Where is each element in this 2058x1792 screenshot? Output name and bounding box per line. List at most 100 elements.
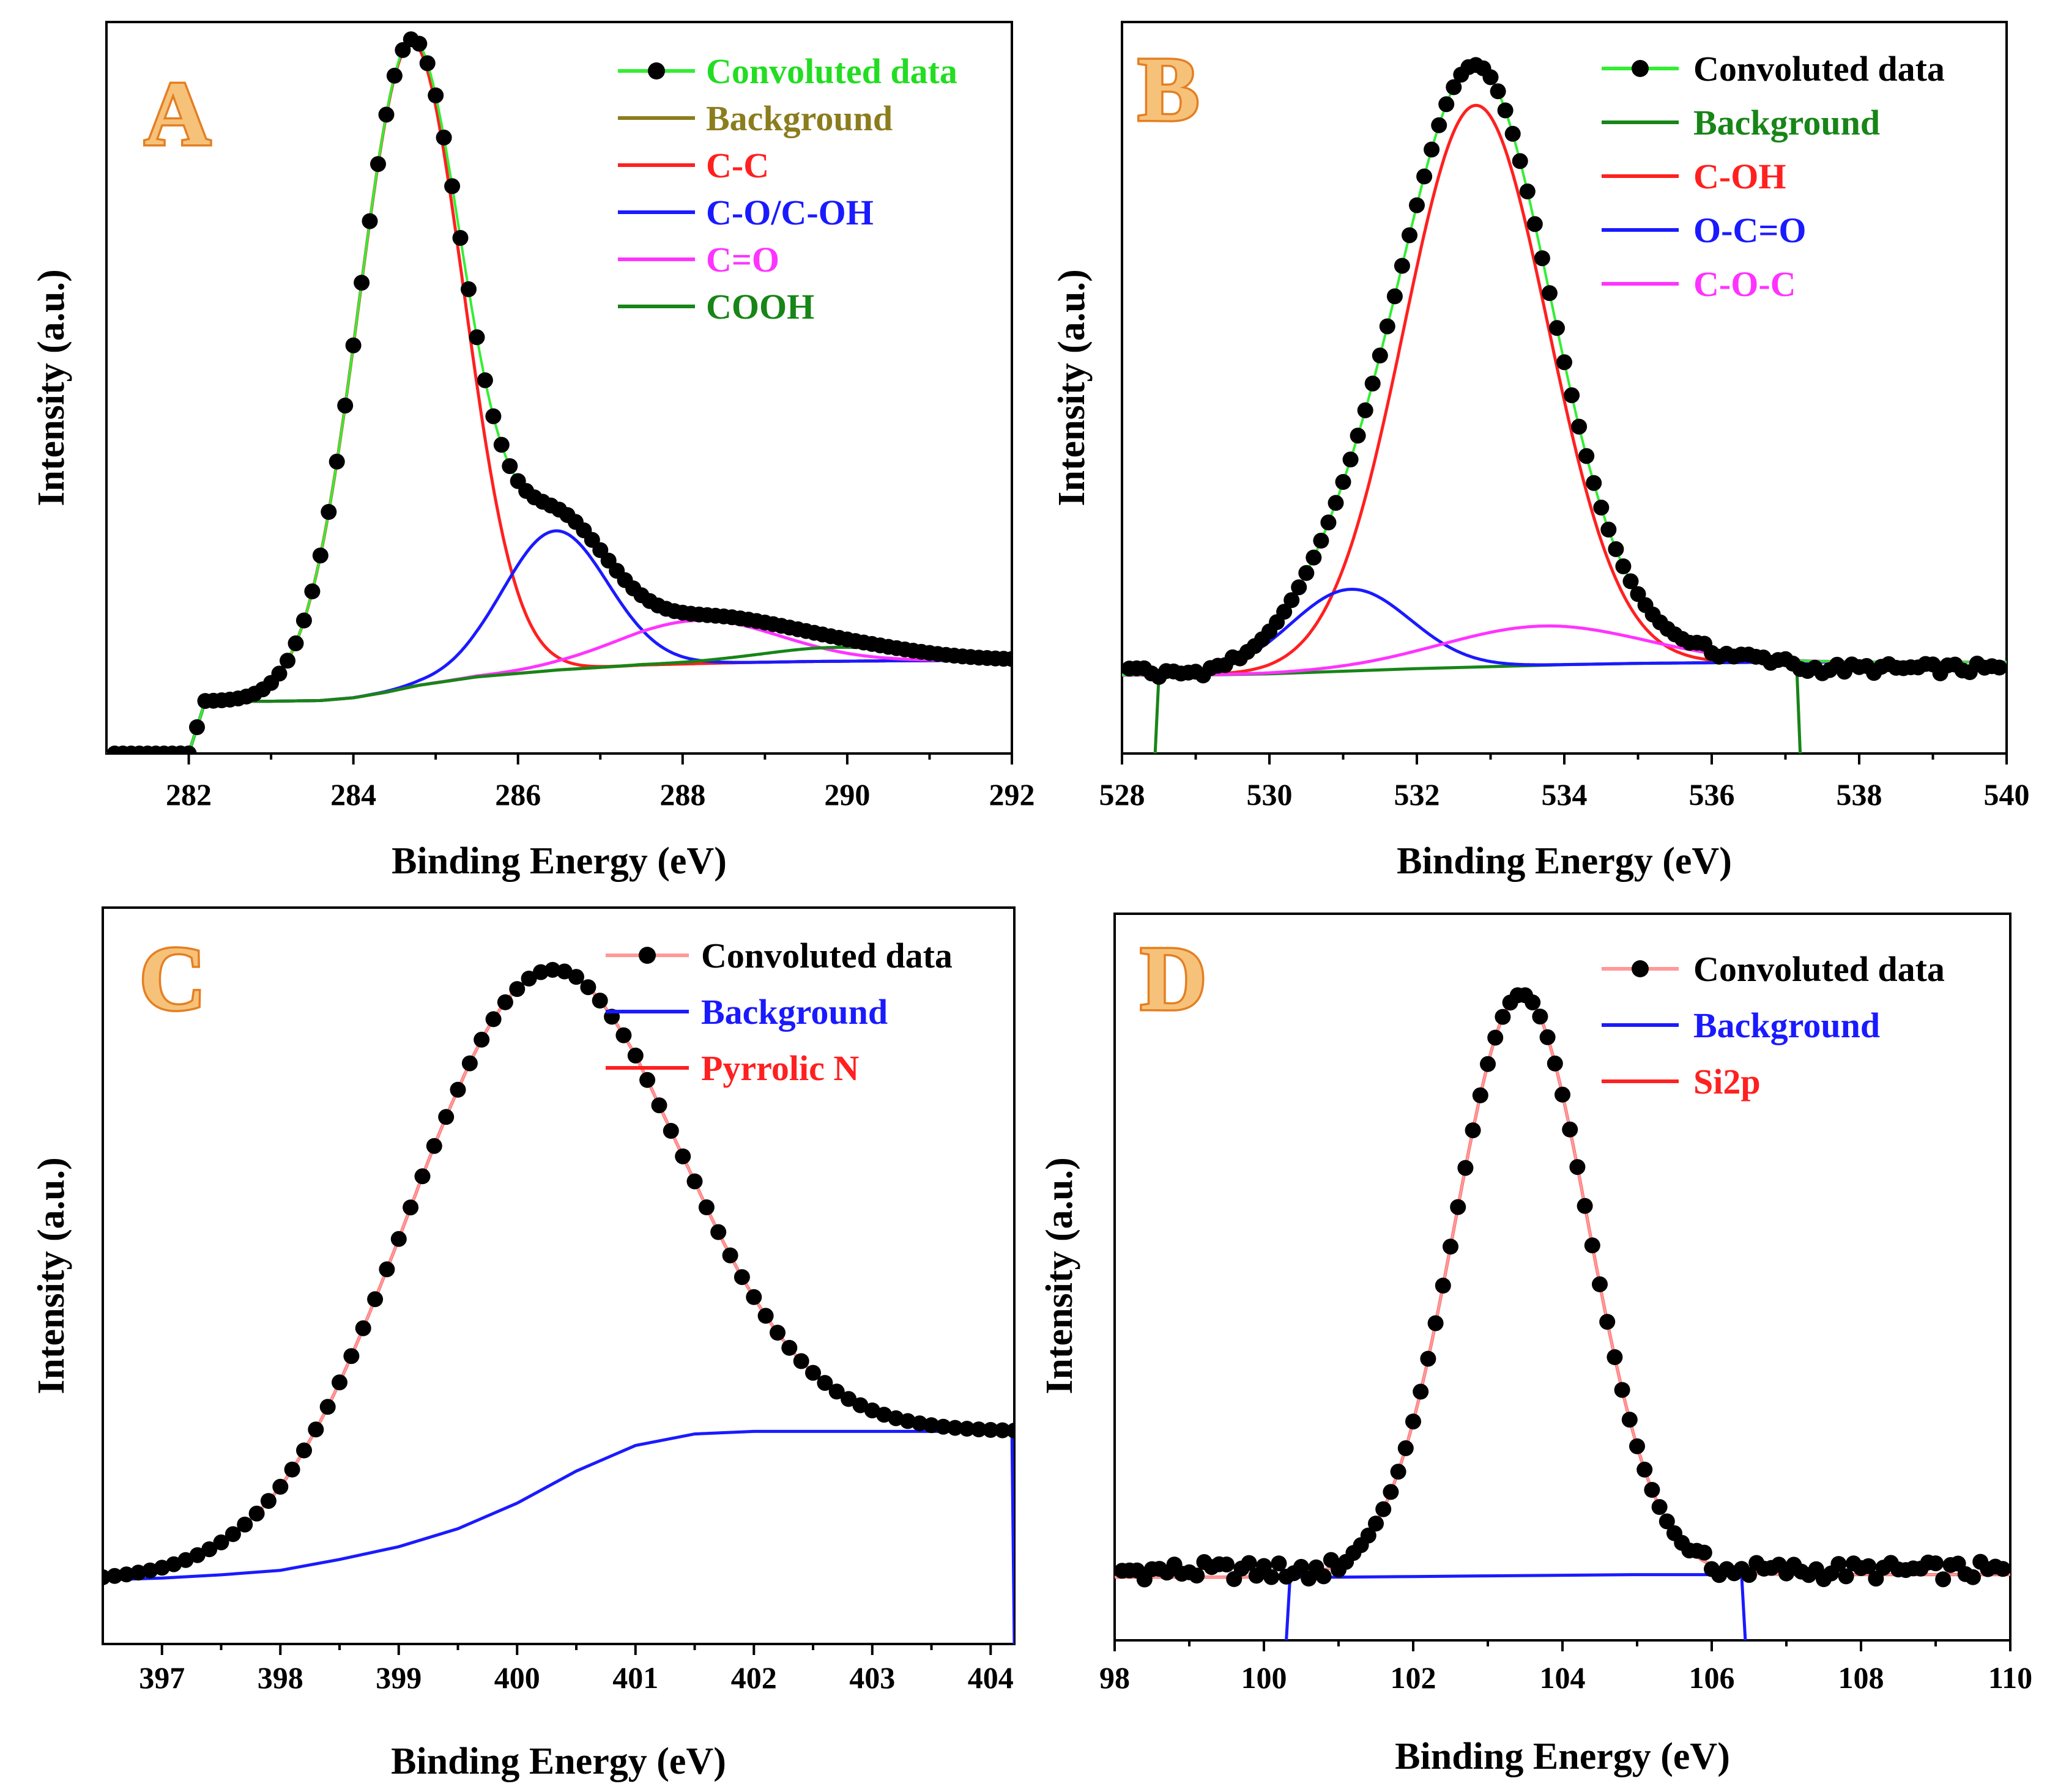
data-point xyxy=(1390,1464,1406,1480)
data-point xyxy=(651,1097,667,1114)
data-point xyxy=(1696,1544,1712,1561)
data-point xyxy=(474,1031,490,1048)
data-point xyxy=(1487,1029,1504,1046)
data-point xyxy=(899,1413,916,1429)
data-point xyxy=(1621,1412,1638,1428)
panel-b-label: B xyxy=(1138,39,1199,140)
data-point xyxy=(1512,153,1528,169)
data-point xyxy=(130,1564,147,1581)
data-point xyxy=(817,1375,833,1391)
background-line xyxy=(1285,1573,1747,1640)
panel-a: 282 284 286 288 290 292 Convoluted data Backgro… xyxy=(31,21,1035,882)
x-tick-label: 534 xyxy=(1542,777,1588,812)
x-tick-label: 401 xyxy=(612,1661,658,1695)
data-point xyxy=(319,1399,336,1415)
data-point xyxy=(1539,1029,1556,1045)
data-point xyxy=(1586,475,1602,491)
data-point xyxy=(411,35,428,52)
data-point xyxy=(485,1011,502,1027)
legend-label: C-OH xyxy=(1693,157,1786,196)
data-point xyxy=(362,213,378,229)
data-point xyxy=(675,1148,691,1164)
data-point xyxy=(509,981,526,998)
data-point xyxy=(1644,1482,1660,1498)
x-tick-label: 284 xyxy=(330,777,376,812)
data-point xyxy=(994,1422,1011,1438)
data-point xyxy=(1615,558,1632,574)
legend-label: C-O/C-OH xyxy=(706,193,874,232)
data-point xyxy=(1375,1501,1392,1517)
panel-c: 397 398 399 400 401 402 403 404 Convoluted data B… xyxy=(31,906,1016,1782)
data-point xyxy=(1413,1383,1429,1400)
data-point xyxy=(1607,1349,1623,1365)
data-point xyxy=(852,1397,869,1413)
x-tick-label: 397 xyxy=(139,1661,185,1695)
data-point xyxy=(308,1421,324,1438)
data-point xyxy=(1935,1571,1952,1588)
data-point xyxy=(1965,1569,1981,1585)
data-point xyxy=(935,1418,951,1435)
data-point xyxy=(592,993,608,1009)
x-tick-label: 538 xyxy=(1837,777,1882,812)
data-point xyxy=(1379,318,1395,335)
data-point xyxy=(312,547,329,564)
data-point xyxy=(237,1516,253,1533)
data-point xyxy=(1360,1527,1376,1544)
data-point xyxy=(1457,1160,1474,1176)
x-tick-label: 104 xyxy=(1540,1661,1586,1695)
data-point xyxy=(1490,83,1506,100)
data-point xyxy=(734,1269,750,1286)
data-point xyxy=(1301,1571,1317,1587)
x-tick-label: 530 xyxy=(1247,777,1293,812)
data-point xyxy=(1315,1568,1332,1585)
legend-label: Si2p xyxy=(1693,1062,1761,1101)
data-point xyxy=(1532,1009,1548,1025)
data-point xyxy=(1431,117,1447,133)
data-point xyxy=(521,971,537,987)
data-point xyxy=(1335,474,1351,490)
data-point xyxy=(461,1055,478,1072)
data-point xyxy=(1298,565,1315,581)
data-point xyxy=(805,1364,821,1381)
data-point xyxy=(1293,1558,1309,1575)
legend-label: Pyrrolic N xyxy=(701,1048,859,1088)
x-tick-label: 399 xyxy=(376,1661,422,1695)
data-point xyxy=(1614,1382,1630,1398)
data-point xyxy=(533,964,549,980)
x-tick-label: 400 xyxy=(494,1661,540,1695)
data-point xyxy=(1271,1555,1287,1572)
legend-label: Background xyxy=(1693,103,1880,143)
data-point xyxy=(1342,451,1359,468)
data-point xyxy=(568,969,584,985)
data-point xyxy=(698,1199,715,1215)
x-tick-label: 536 xyxy=(1689,777,1735,812)
legend-label: Convoluted data xyxy=(1693,49,1945,89)
panel-b-xlabel: Binding Energy (eV) xyxy=(1397,840,1732,882)
legend-marker xyxy=(639,947,656,964)
data-point xyxy=(781,1339,798,1356)
data-point xyxy=(1306,549,1322,566)
data-point xyxy=(1838,1568,1854,1585)
peak-c-oh xyxy=(1122,103,2007,677)
x-tick-label: 108 xyxy=(1838,1661,1884,1695)
x-tick-label: 110 xyxy=(1988,1661,2032,1695)
data-point xyxy=(345,337,362,354)
data-point xyxy=(722,1247,738,1264)
data-point xyxy=(1465,1122,1481,1139)
data-point xyxy=(828,1383,845,1400)
data-point xyxy=(1409,197,1425,213)
x-tick-label: 100 xyxy=(1241,1661,1287,1695)
data-point xyxy=(337,398,354,414)
data-point xyxy=(1350,428,1366,444)
legend-label: C-O-C xyxy=(1693,264,1796,304)
panel-a-ylabel: Intensity (a.u.) xyxy=(31,269,72,506)
panel-a-plot: 282 284 286 288 290 292 Convoluted data Backgro… xyxy=(106,31,1035,812)
data-point xyxy=(912,1415,928,1432)
data-point xyxy=(1446,79,1462,95)
data-point xyxy=(280,653,295,669)
data-point xyxy=(1629,1438,1645,1454)
envelope-line xyxy=(1115,993,2010,1579)
legend-marker xyxy=(648,62,665,80)
data-point xyxy=(1622,573,1639,590)
data-point xyxy=(1600,521,1617,538)
